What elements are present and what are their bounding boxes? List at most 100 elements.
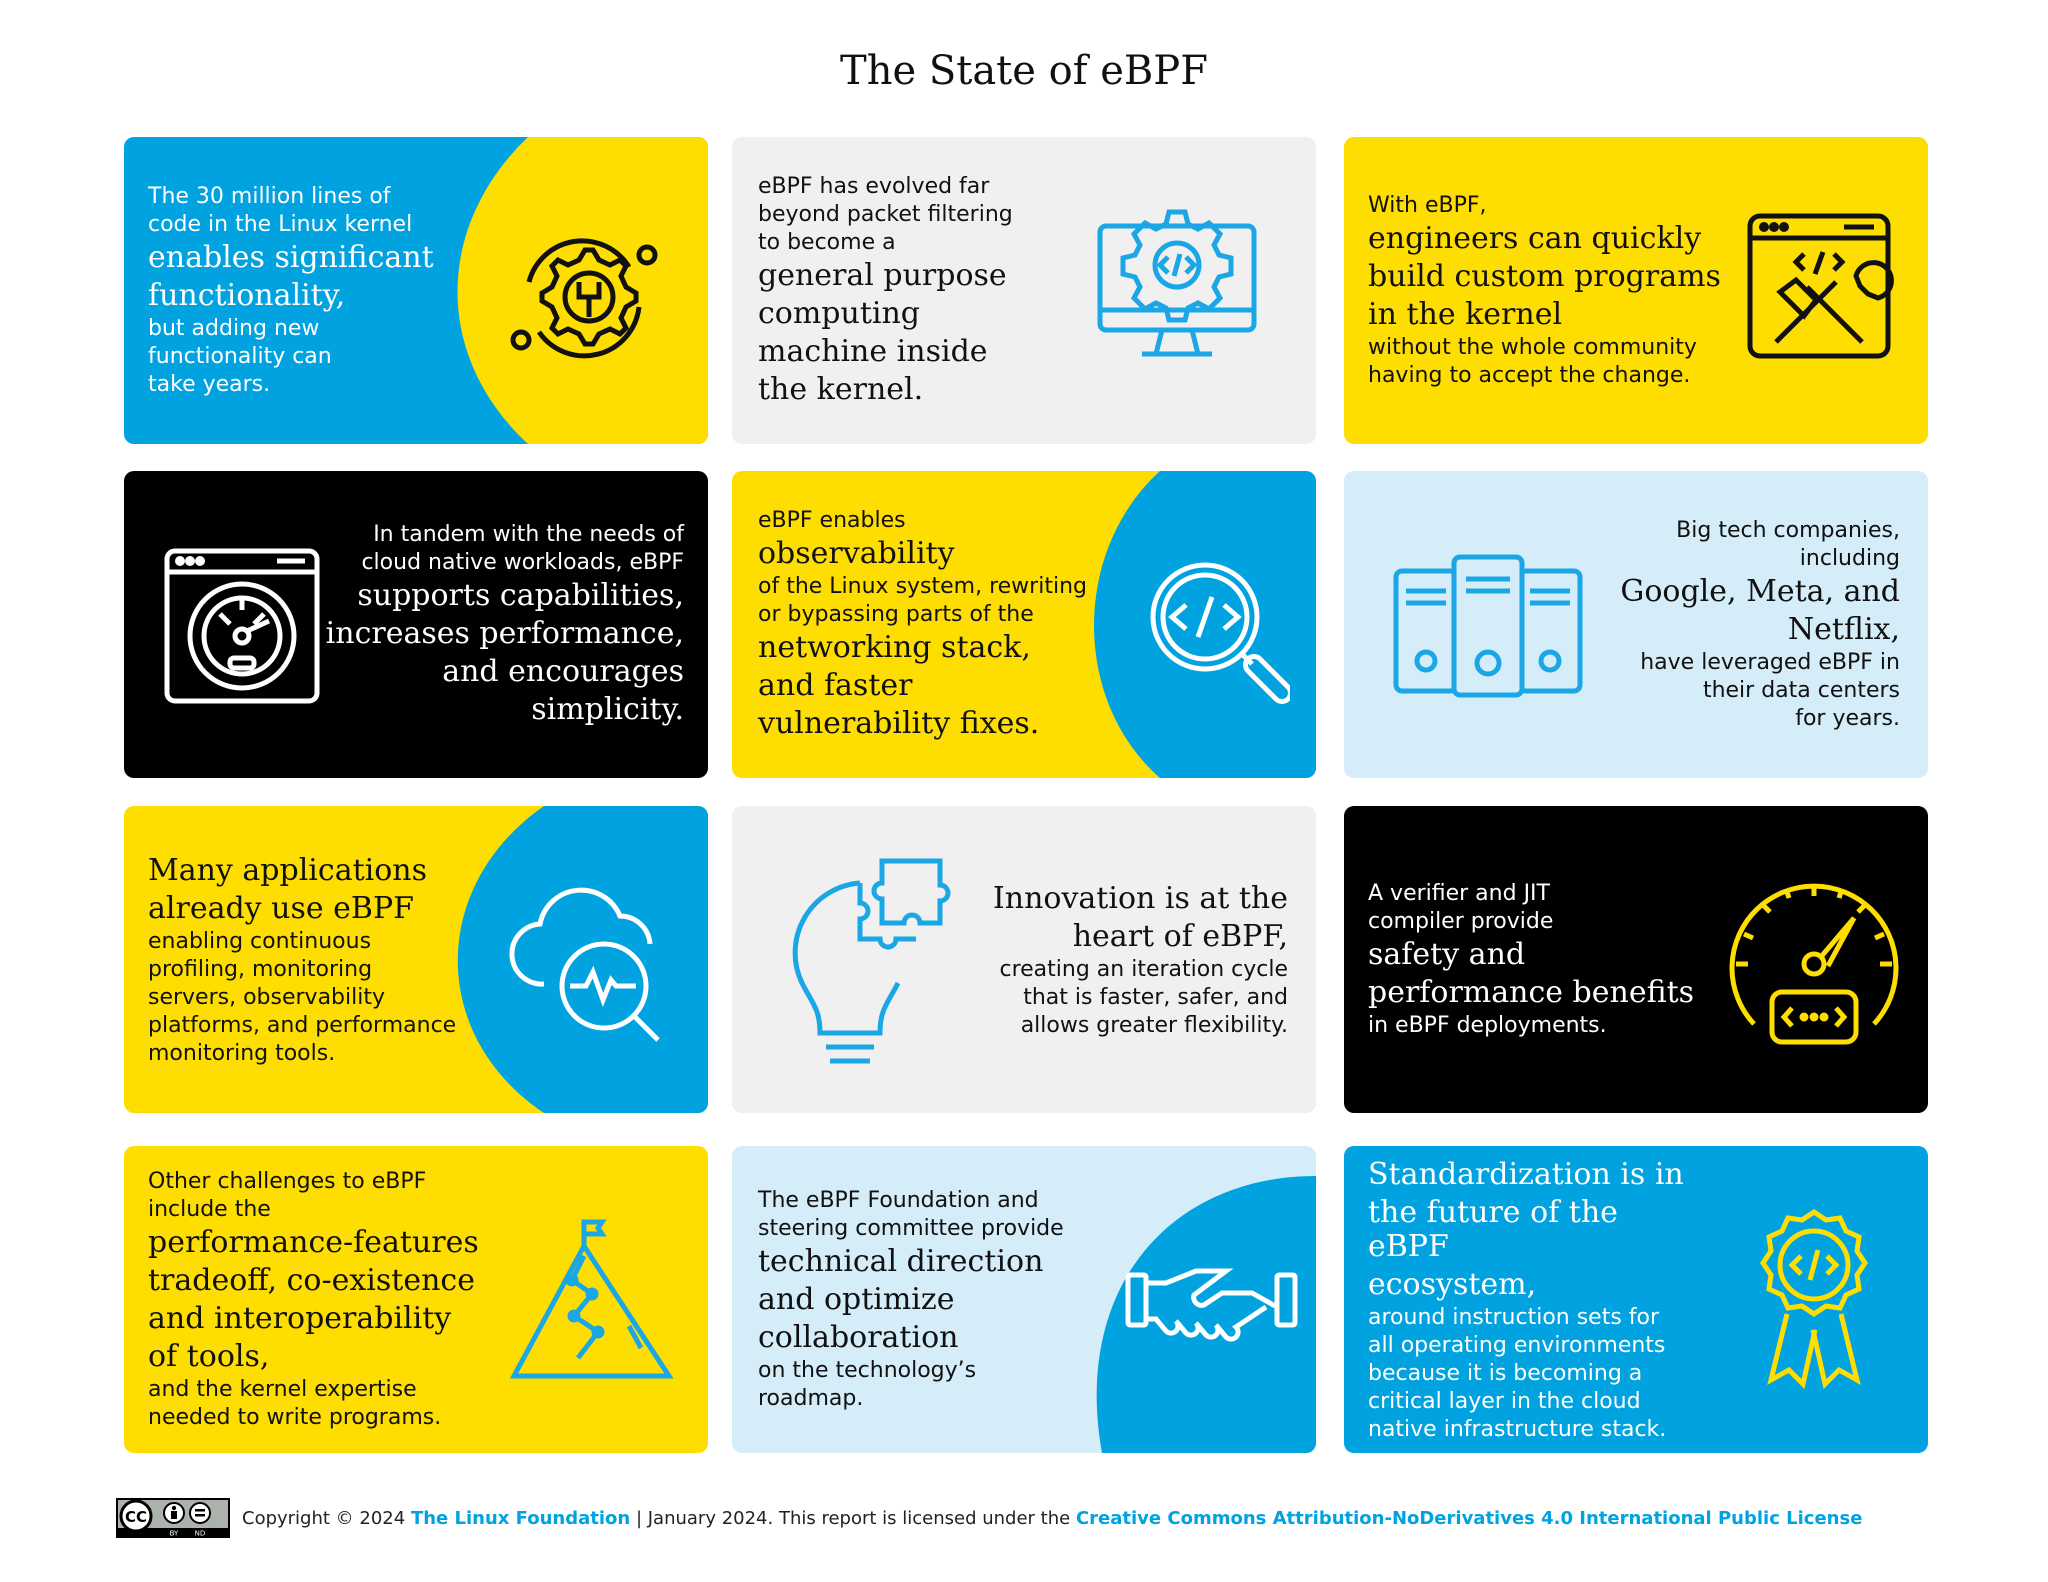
card-text: around instruction sets for [1368,1304,1660,1330]
card-highlight: of tools, [148,1338,270,1374]
footer: CC BY ND Copyright © 2024 The Linux Foun… [116,1498,1956,1538]
card-highlight: performance-features [148,1224,479,1260]
card-big-tech: Big tech companies, including Google, Me… [1344,471,1928,778]
card-text: functionality can [148,343,332,369]
card-text: monitoring tools. [148,1040,336,1066]
servers-icon [1393,554,1583,698]
browser-gauge-icon [164,548,320,704]
card-foundation: The eBPF Foundation and steering committ… [732,1146,1316,1453]
card-highlight: tradeoff, co-existence [148,1262,475,1298]
card-text: In tandem with the needs of [373,521,684,547]
card-highlight: Many applications [148,852,428,888]
card-highlight: Innovation is at the [992,880,1288,916]
card-text: all operating environments [1368,1332,1666,1358]
card-text: including [1799,545,1900,571]
card-text: native infrastructure stack. [1368,1416,1667,1442]
card-verifier-jit: A verifier and JIT compiler provide safe… [1344,806,1928,1113]
card-background-shape [457,806,708,1113]
speedometer-code-icon [1729,883,1899,1045]
browser-tools-icon [1747,213,1894,359]
card-text: servers, observability [148,984,386,1010]
card-highlight: build custom programs [1368,258,1721,294]
card-general-purpose: eBPF has evolved far beyond packet filte… [732,137,1316,444]
gear-wrench-icon [510,238,658,359]
card-text: platforms, and performance [148,1012,457,1038]
card-highlight: ecosystem, [1368,1266,1537,1302]
card-text: needed to write programs. [148,1404,442,1430]
card-text: steering committee provide [758,1215,1064,1241]
card-text: of the Linux system, rewriting [758,573,1087,599]
card-highlight: vulnerability fixes. [758,705,1040,741]
card-highlight: Standardization is in [1368,1156,1684,1192]
card-highlight: functionality, [148,277,346,313]
footer-text: Copyright © 2024 The Linux Foundation | … [242,1508,1862,1529]
linux-foundation-link[interactable]: The Linux Foundation [410,1507,631,1529]
cc-letters: CC [125,1508,147,1526]
cc-by-label: BY [170,1530,179,1538]
license-link[interactable]: Creative Commons Attribution-NoDerivativ… [1075,1507,1863,1529]
card-other-challenges: Other challenges to eBPF include the per… [124,1146,708,1453]
card-innovation: Innovation is at the heart of eBPF, crea… [732,806,1316,1113]
card-text: profiling, monitoring [148,956,373,982]
card-text: have leveraged eBPF in [1640,649,1900,675]
card-observability: eBPF enables observability of the Linux … [732,471,1316,778]
award-ribbon-icon [1759,1208,1869,1389]
card-text: in eBPF deployments. [1368,1012,1607,1038]
card-text: The 30 million lines of [148,183,391,209]
card-text: eBPF has evolved far [758,173,990,199]
card-text: With eBPF, [1368,192,1487,218]
card-highlight: simplicity. [531,691,684,727]
card-highlight: heart of eBPF, [1072,918,1288,954]
license-intro-text: | January 2024. This report is licensed … [635,1507,1071,1529]
card-highlight: in the kernel [1368,296,1563,332]
card-highlight: performance benefits [1368,974,1695,1010]
card-text: Other challenges to eBPF [148,1168,427,1194]
card-highlight: and encourages [442,653,684,689]
cloud-monitoring-icon [509,887,660,1042]
card-highlight: already use eBPF [148,890,414,926]
card-text: having to accept the change. [1368,362,1691,388]
card-standardization: Standardization is in the future of the … [1344,1146,1928,1453]
card-kernel-functionality: The 30 million lines of code in the Linu… [124,137,708,444]
card-highlight: observability [758,535,955,571]
card-highlight: the kernel. [758,371,924,407]
card-text: to become a [758,229,896,255]
card-highlight: engineers can quickly [1368,220,1702,256]
card-text: on the technology’s [758,1357,977,1383]
card-highlight: and optimize [758,1281,955,1317]
monitor-code-gear-icon [1097,209,1257,357]
card-text: include the [148,1196,271,1222]
card-text: roadmap. [758,1385,864,1411]
card-text: The eBPF Foundation and [758,1187,1039,1213]
card-highlight: networking stack, [758,629,1031,665]
card-background-shape [457,137,708,444]
card-text: their data centers [1702,677,1900,703]
card-highlight: increases performance, [325,615,684,651]
cc-by-nd-badge[interactable]: CC BY ND [116,1498,230,1538]
card-text: code in the Linux kernel [148,211,413,237]
card-highlight: Netflix, [1787,611,1900,647]
card-text: beyond packet filtering [758,201,1013,227]
card-many-applications: Many applications already use eBPF enabl… [124,806,708,1113]
card-highlight: and faster [758,667,913,703]
card-custom-programs: With eBPF, engineers can quickly build c… [1344,137,1928,444]
card-highlight: general purpose [758,257,1007,293]
card-highlight: technical direction [758,1243,1044,1279]
card-highlight: collaboration [758,1319,959,1355]
lightbulb-puzzle-icon [792,858,951,1064]
page-title: The State of eBPF [840,48,1208,94]
card-text: without the whole community [1368,334,1697,360]
card-text: take years. [148,371,271,397]
magnifier-code-icon [1150,562,1290,704]
card-highlight: safety and [1368,936,1526,972]
card-highlight: enables significant [148,239,434,275]
card-text: eBPF enables [758,507,906,533]
card-text: enabling continuous [148,928,372,954]
card-text: or bypassing parts of the [758,601,1034,627]
card-text: allows greater flexibility. [1020,1012,1288,1038]
card-highlight: supports capabilities, [357,577,684,613]
card-text: critical layer in the cloud [1368,1388,1641,1414]
card-text: cloud native workloads, eBPF [361,549,684,575]
card-highlight: the future of the eBPF [1368,1194,1618,1264]
card-text: and the kernel expertise [148,1376,417,1402]
